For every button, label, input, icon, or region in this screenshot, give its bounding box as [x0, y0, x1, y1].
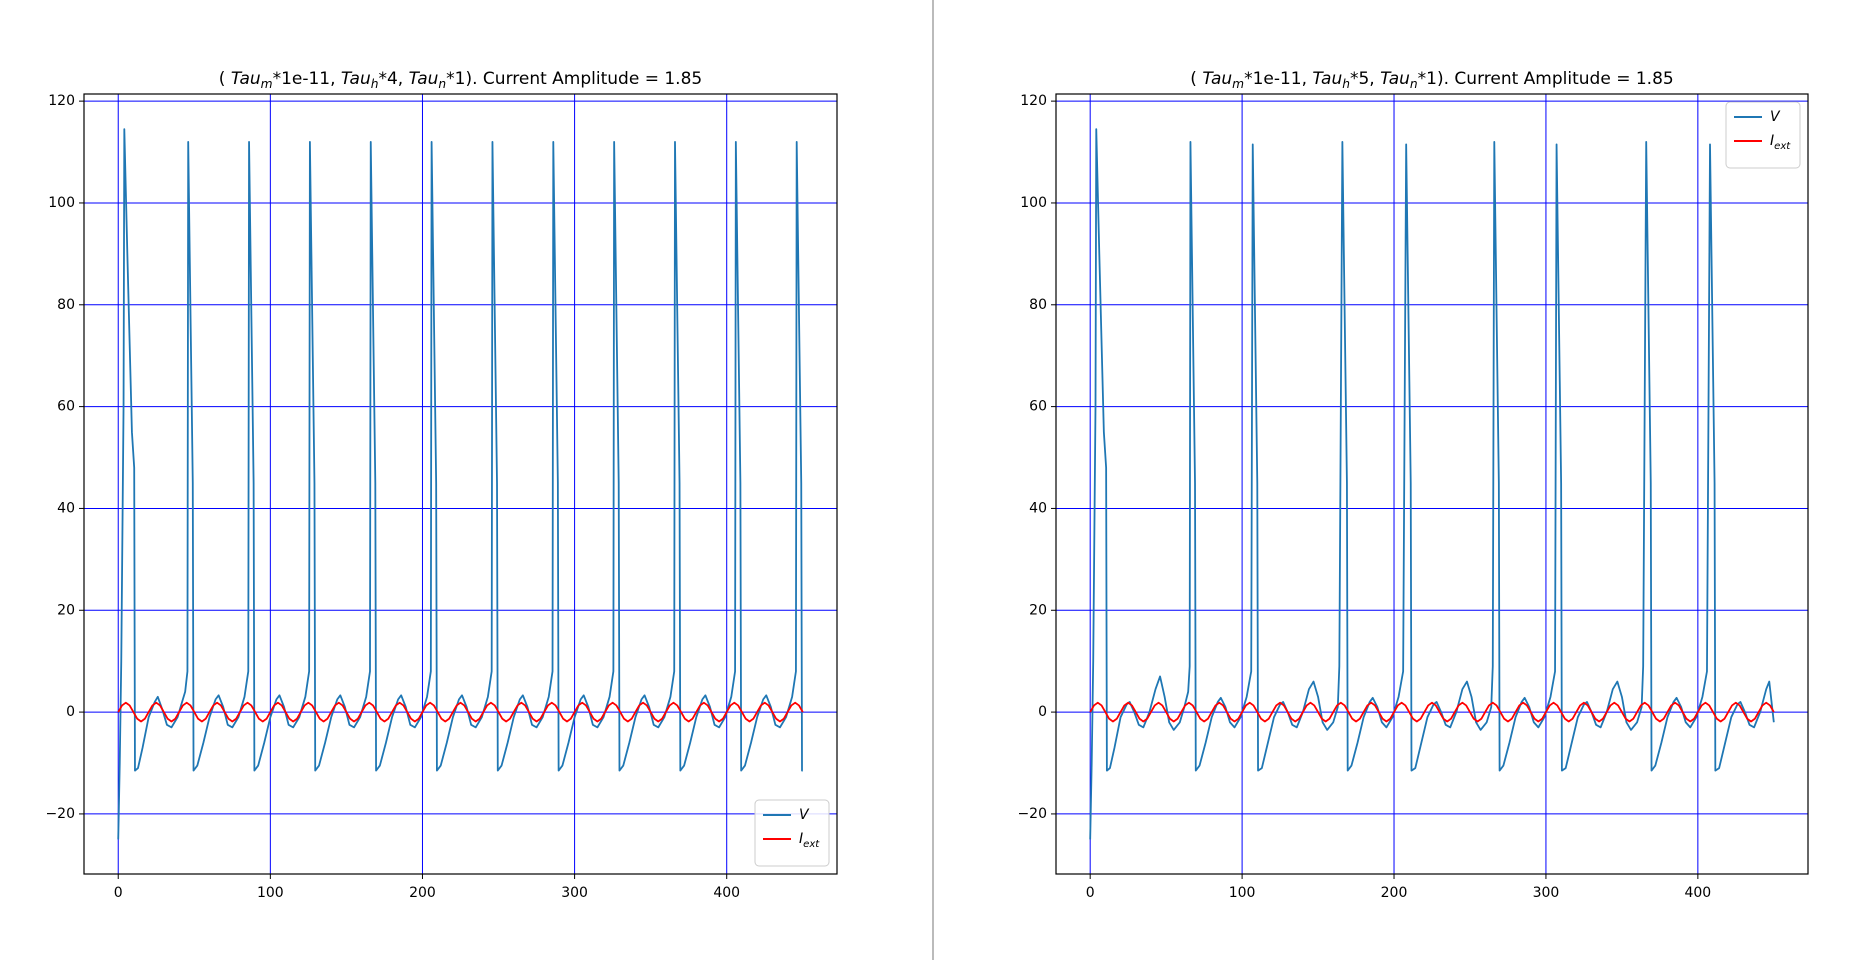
x-tick-label: 300	[561, 885, 588, 901]
x-tick-label: 100	[257, 885, 284, 901]
plot-frame	[1055, 93, 1809, 875]
series-line	[1089, 701, 1775, 723]
x-tick-label: 0	[114, 885, 123, 901]
y-tick-label: 0	[1038, 704, 1047, 720]
series-line	[117, 701, 804, 723]
chart-title: ( Taum*1e-11, Tauh*5, Taun*1). Current A…	[1190, 69, 1673, 91]
legend-label: Iext	[1770, 133, 1791, 152]
x-tick-label: 300	[1533, 885, 1560, 901]
plot-frame	[83, 93, 838, 875]
x-tick-label: 400	[713, 885, 740, 901]
y-tick-label: 40	[1029, 500, 1047, 516]
y-tick-label: 40	[57, 500, 75, 516]
x-tick-label: 0	[1086, 885, 1095, 901]
y-tick-label: 100	[1020, 195, 1047, 211]
legend-box	[1725, 101, 1801, 169]
x-tick-label: 200	[1381, 885, 1408, 901]
y-tick-label: 100	[48, 195, 75, 211]
y-tick-label: 20	[1029, 602, 1047, 618]
legend-label: V	[1770, 109, 1781, 125]
legend-label: Iext	[799, 831, 820, 850]
y-tick-label: 80	[57, 297, 75, 313]
chart-title: ( Taum*1e-11, Tauh*4, Taun*1). Current A…	[219, 69, 702, 91]
y-tick-label: 80	[1029, 297, 1047, 313]
legend-box	[754, 799, 830, 867]
x-tick-label: 400	[1684, 885, 1711, 901]
y-tick-label: 60	[57, 399, 75, 415]
y-tick-label: 20	[57, 602, 75, 618]
x-tick-label: 100	[1229, 885, 1256, 901]
y-tick-label: 120	[48, 93, 75, 109]
x-tick-label: 200	[409, 885, 436, 901]
series-line	[1089, 128, 1775, 840]
y-tick-label: 120	[1020, 93, 1047, 109]
y-tick-label: 60	[1029, 399, 1047, 415]
y-tick-label: −20	[45, 806, 75, 822]
legend-label: V	[799, 807, 810, 823]
y-tick-label: 0	[66, 704, 75, 720]
series-line	[117, 128, 803, 840]
y-tick-label: −20	[1017, 806, 1047, 822]
